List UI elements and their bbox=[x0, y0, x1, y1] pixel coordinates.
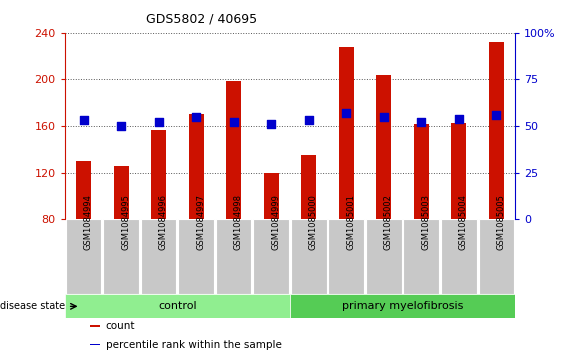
Bar bbox=[66, 220, 101, 294]
Bar bbox=[441, 220, 477, 294]
Text: GSM1085002: GSM1085002 bbox=[384, 195, 393, 250]
Text: GSM1084998: GSM1084998 bbox=[234, 195, 243, 250]
Bar bbox=[65, 294, 290, 318]
Text: GSM1084999: GSM1084999 bbox=[271, 195, 280, 250]
Point bbox=[492, 112, 501, 118]
Bar bbox=[291, 220, 327, 294]
Text: GDS5802 / 40695: GDS5802 / 40695 bbox=[146, 12, 257, 25]
Text: GSM1085005: GSM1085005 bbox=[497, 195, 506, 250]
Point bbox=[191, 114, 200, 120]
Point bbox=[417, 119, 426, 125]
Bar bbox=[452, 123, 466, 220]
Bar bbox=[376, 75, 391, 220]
Bar bbox=[151, 130, 166, 220]
Bar bbox=[339, 47, 354, 220]
Bar bbox=[328, 220, 364, 294]
Bar bbox=[114, 166, 128, 220]
Bar bbox=[90, 325, 100, 327]
Text: GSM1085001: GSM1085001 bbox=[346, 195, 355, 250]
Bar bbox=[178, 220, 214, 294]
Bar bbox=[253, 220, 289, 294]
Bar bbox=[414, 124, 429, 220]
Text: GSM1084994: GSM1084994 bbox=[83, 195, 92, 250]
Point bbox=[379, 114, 388, 120]
Bar bbox=[404, 220, 439, 294]
Text: count: count bbox=[106, 321, 135, 331]
Text: GSM1085000: GSM1085000 bbox=[309, 195, 318, 250]
Text: control: control bbox=[158, 301, 196, 311]
Text: GSM1084996: GSM1084996 bbox=[159, 195, 168, 250]
Bar bbox=[216, 220, 252, 294]
Point bbox=[267, 121, 276, 127]
Text: primary myelofibrosis: primary myelofibrosis bbox=[342, 301, 463, 311]
Bar bbox=[479, 220, 514, 294]
Bar bbox=[290, 294, 515, 318]
Bar bbox=[103, 220, 139, 294]
Bar bbox=[90, 344, 100, 345]
Bar bbox=[366, 220, 401, 294]
Text: GSM1084997: GSM1084997 bbox=[196, 195, 205, 250]
Bar bbox=[263, 173, 279, 220]
Text: GSM1085003: GSM1085003 bbox=[421, 195, 430, 250]
Bar bbox=[189, 114, 204, 220]
Point bbox=[342, 110, 351, 116]
Point bbox=[454, 116, 463, 122]
Point bbox=[79, 118, 88, 123]
Text: GSM1084995: GSM1084995 bbox=[121, 195, 130, 250]
Bar bbox=[76, 161, 91, 220]
Bar bbox=[226, 81, 241, 220]
Bar bbox=[301, 155, 316, 220]
Point bbox=[304, 118, 313, 123]
Text: GSM1085004: GSM1085004 bbox=[459, 195, 468, 250]
Bar bbox=[489, 42, 504, 220]
Bar bbox=[141, 220, 176, 294]
Point bbox=[229, 119, 238, 125]
Point bbox=[154, 119, 163, 125]
Text: percentile rank within the sample: percentile rank within the sample bbox=[106, 340, 282, 350]
Point bbox=[117, 123, 126, 129]
Text: disease state: disease state bbox=[0, 301, 65, 311]
